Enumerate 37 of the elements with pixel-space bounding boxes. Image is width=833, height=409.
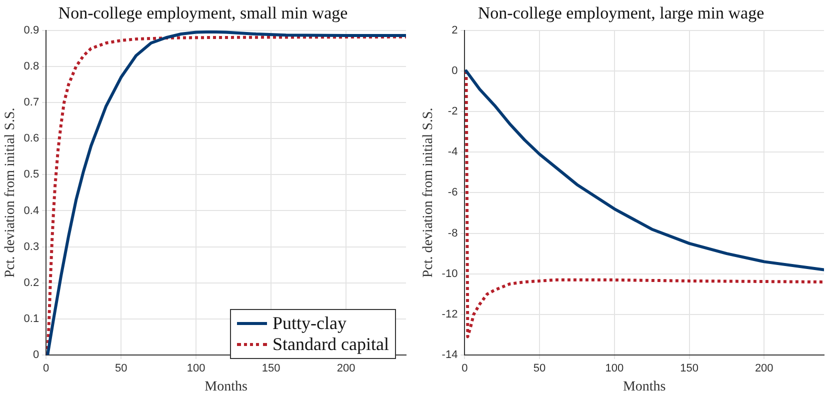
y-tick-label: 0.9 [24,24,40,36]
x-axis-title: Months [204,379,248,394]
legend-label: Standard capital [272,334,389,355]
x-tick-label: 0 [43,362,50,375]
x-tick-label: 100 [186,362,206,375]
y-tick-label: 0.5 [24,168,40,181]
legend-label: Putty-clay [272,313,347,334]
y-tick-label: 0.2 [24,276,40,289]
y-tick-label: 0.8 [24,60,40,72]
y-axis-title: Pct. deviation from initial S.S. [3,108,18,278]
y-tick-label: 0.7 [24,96,40,109]
y-tick-label: -8 [448,227,458,240]
y-tick-label: -6 [448,186,458,199]
y-tick-label: 0.3 [24,240,40,253]
y-tick-label: -10 [442,268,458,280]
y-tick-label: 2 [452,24,458,36]
x-tick-label: 100 [605,362,624,375]
x-tick-label: 150 [262,362,280,375]
x-tick-label: 150 [680,362,698,375]
y-tick-label: 0 [452,65,458,78]
x-axis-title: Months [622,379,666,394]
y-axis-title: Pct. deviation from initial S.S. [421,108,436,278]
y-tick-label: -12 [442,308,458,320]
y-tick-label: 0.4 [24,204,40,217]
y-tick-label: 0 [32,349,40,362]
x-tick-label: 0 [462,362,468,375]
chart-title: Non-college employment, small min wage [58,4,348,23]
y-tick-label: -2 [448,106,458,118]
y-tick-label: 0.6 [24,132,40,145]
y-tick-label: -4 [448,146,458,158]
x-tick-label: 200 [336,362,356,375]
x-tick-label: 50 [533,362,546,375]
y-tick-label: 0.1 [24,312,40,325]
chart-title: Non-college employment, large min wage [478,4,764,23]
x-tick-label: 200 [754,362,774,375]
y-tick-label: -14 [442,349,458,362]
x-tick-label: 50 [114,362,128,375]
